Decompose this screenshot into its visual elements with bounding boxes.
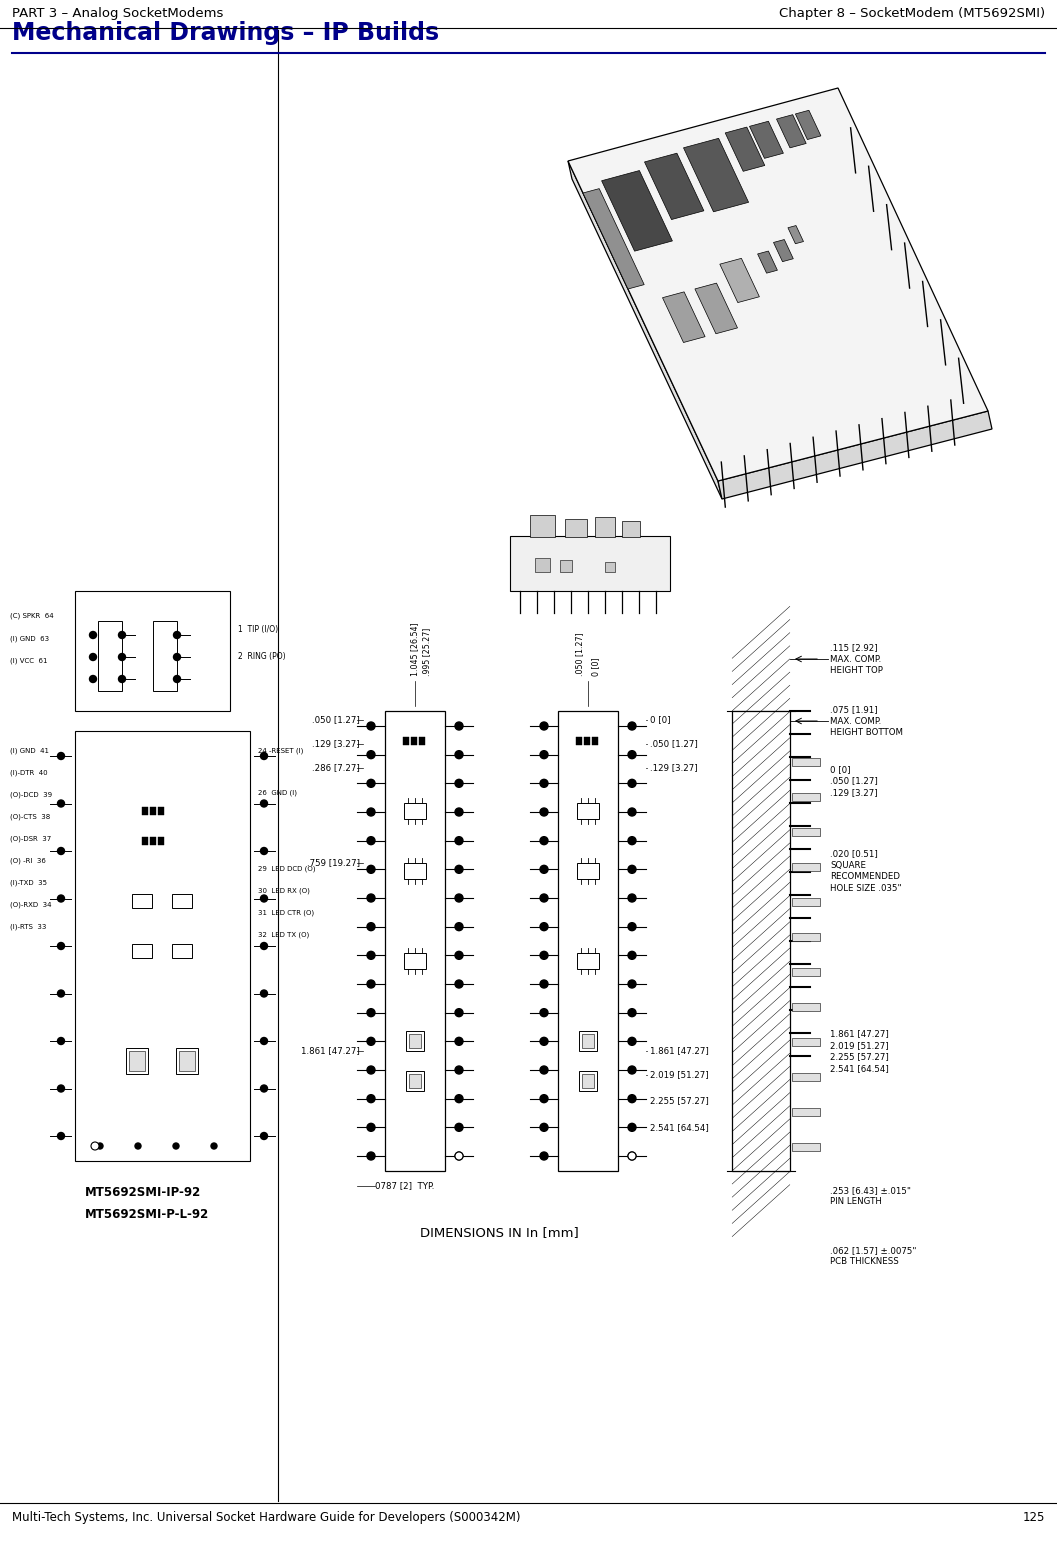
Bar xyxy=(792,968,820,975)
Circle shape xyxy=(173,653,181,661)
Circle shape xyxy=(540,866,548,874)
Text: Multi-Tech Systems, Inc. Universal Socket Hardware Guide for Developers (S000342: Multi-Tech Systems, Inc. Universal Socke… xyxy=(12,1512,520,1524)
Bar xyxy=(792,932,820,942)
Bar xyxy=(177,1048,198,1074)
Circle shape xyxy=(540,980,548,988)
Bar xyxy=(404,803,426,818)
Text: 0 [0]: 0 [0] xyxy=(650,715,670,724)
Bar xyxy=(126,1048,148,1074)
Circle shape xyxy=(173,675,181,683)
Text: 1.861 [47.27]: 1.861 [47.27] xyxy=(650,1046,709,1056)
Polygon shape xyxy=(645,153,704,219)
Polygon shape xyxy=(694,284,738,334)
Text: 2.019 [51.27]: 2.019 [51.27] xyxy=(650,1071,708,1080)
Circle shape xyxy=(455,780,463,787)
Text: .759 [19.27]: .759 [19.27] xyxy=(307,858,360,868)
Circle shape xyxy=(367,837,375,844)
Circle shape xyxy=(455,1153,463,1160)
Text: .286 [7.27]: .286 [7.27] xyxy=(312,763,360,772)
Circle shape xyxy=(628,1009,636,1017)
Circle shape xyxy=(455,807,463,817)
Bar xyxy=(132,945,152,959)
Text: (I) GND  41: (I) GND 41 xyxy=(10,747,49,754)
Bar xyxy=(792,1039,820,1046)
Circle shape xyxy=(57,1085,64,1093)
Bar xyxy=(179,1051,194,1071)
Circle shape xyxy=(367,750,375,758)
Polygon shape xyxy=(720,259,759,302)
Circle shape xyxy=(455,866,463,874)
Circle shape xyxy=(628,1066,636,1074)
Circle shape xyxy=(57,989,64,997)
Text: (I)-DTR  40: (I)-DTR 40 xyxy=(10,770,48,777)
Text: (O) -RI  36: (O) -RI 36 xyxy=(10,858,45,865)
Circle shape xyxy=(57,1133,64,1139)
Circle shape xyxy=(367,1094,375,1103)
Circle shape xyxy=(540,894,548,901)
Circle shape xyxy=(367,723,375,730)
Polygon shape xyxy=(684,139,748,211)
Polygon shape xyxy=(583,188,644,290)
Circle shape xyxy=(367,1066,375,1074)
Text: 125: 125 xyxy=(1022,1512,1045,1524)
Circle shape xyxy=(135,1143,141,1150)
Bar xyxy=(142,807,148,815)
Circle shape xyxy=(367,923,375,931)
Bar xyxy=(409,1034,421,1048)
Text: (I) GND  63: (I) GND 63 xyxy=(10,636,49,643)
Circle shape xyxy=(628,951,636,960)
Bar xyxy=(792,898,820,906)
Polygon shape xyxy=(568,88,988,481)
Bar xyxy=(157,837,164,844)
Bar xyxy=(172,945,192,959)
Text: (I) VCC  61: (I) VCC 61 xyxy=(10,658,48,664)
Text: .050 [1.27]: .050 [1.27] xyxy=(312,715,360,724)
Circle shape xyxy=(455,837,463,844)
Circle shape xyxy=(455,923,463,931)
Circle shape xyxy=(367,1123,375,1131)
Circle shape xyxy=(628,837,636,844)
Bar xyxy=(404,952,426,969)
Text: (O)-RXD  34: (O)-RXD 34 xyxy=(10,901,52,908)
Text: .129 [3.27]: .129 [3.27] xyxy=(650,763,698,772)
Circle shape xyxy=(367,807,375,817)
Circle shape xyxy=(260,848,267,855)
Bar xyxy=(577,803,599,818)
Text: .075 [1.91]
MAX. COMP.
HEIGHT BOTTOM: .075 [1.91] MAX. COMP. HEIGHT BOTTOM xyxy=(830,706,903,737)
Circle shape xyxy=(628,807,636,817)
Text: PART 3 – Analog SocketModems: PART 3 – Analog SocketModems xyxy=(12,8,223,20)
Bar xyxy=(419,737,425,744)
Polygon shape xyxy=(601,171,672,251)
Bar xyxy=(75,592,230,710)
Polygon shape xyxy=(777,114,806,148)
Circle shape xyxy=(57,895,64,901)
Text: 32  LED TX (O): 32 LED TX (O) xyxy=(258,932,310,938)
Bar xyxy=(558,710,618,1171)
Circle shape xyxy=(540,1066,548,1074)
Bar xyxy=(792,863,820,871)
Circle shape xyxy=(260,1085,267,1093)
Circle shape xyxy=(455,1009,463,1017)
Circle shape xyxy=(540,923,548,931)
Text: 26  GND (I): 26 GND (I) xyxy=(258,789,297,797)
Bar xyxy=(792,1003,820,1011)
Circle shape xyxy=(540,750,548,758)
Circle shape xyxy=(628,1153,636,1160)
Bar xyxy=(403,737,409,744)
Circle shape xyxy=(91,1142,99,1150)
Circle shape xyxy=(90,632,96,638)
Bar xyxy=(576,737,582,744)
Circle shape xyxy=(57,943,64,949)
Circle shape xyxy=(97,1143,103,1150)
Circle shape xyxy=(57,800,64,807)
Circle shape xyxy=(628,1094,636,1103)
Text: 1  TIP (I/O): 1 TIP (I/O) xyxy=(238,624,278,633)
Text: (C) SPKR  64: (C) SPKR 64 xyxy=(10,613,54,619)
Circle shape xyxy=(540,780,548,787)
Circle shape xyxy=(455,723,463,730)
Circle shape xyxy=(367,1153,375,1160)
Bar xyxy=(404,863,426,878)
Bar xyxy=(157,807,164,815)
Bar xyxy=(592,737,598,744)
Circle shape xyxy=(628,723,636,730)
